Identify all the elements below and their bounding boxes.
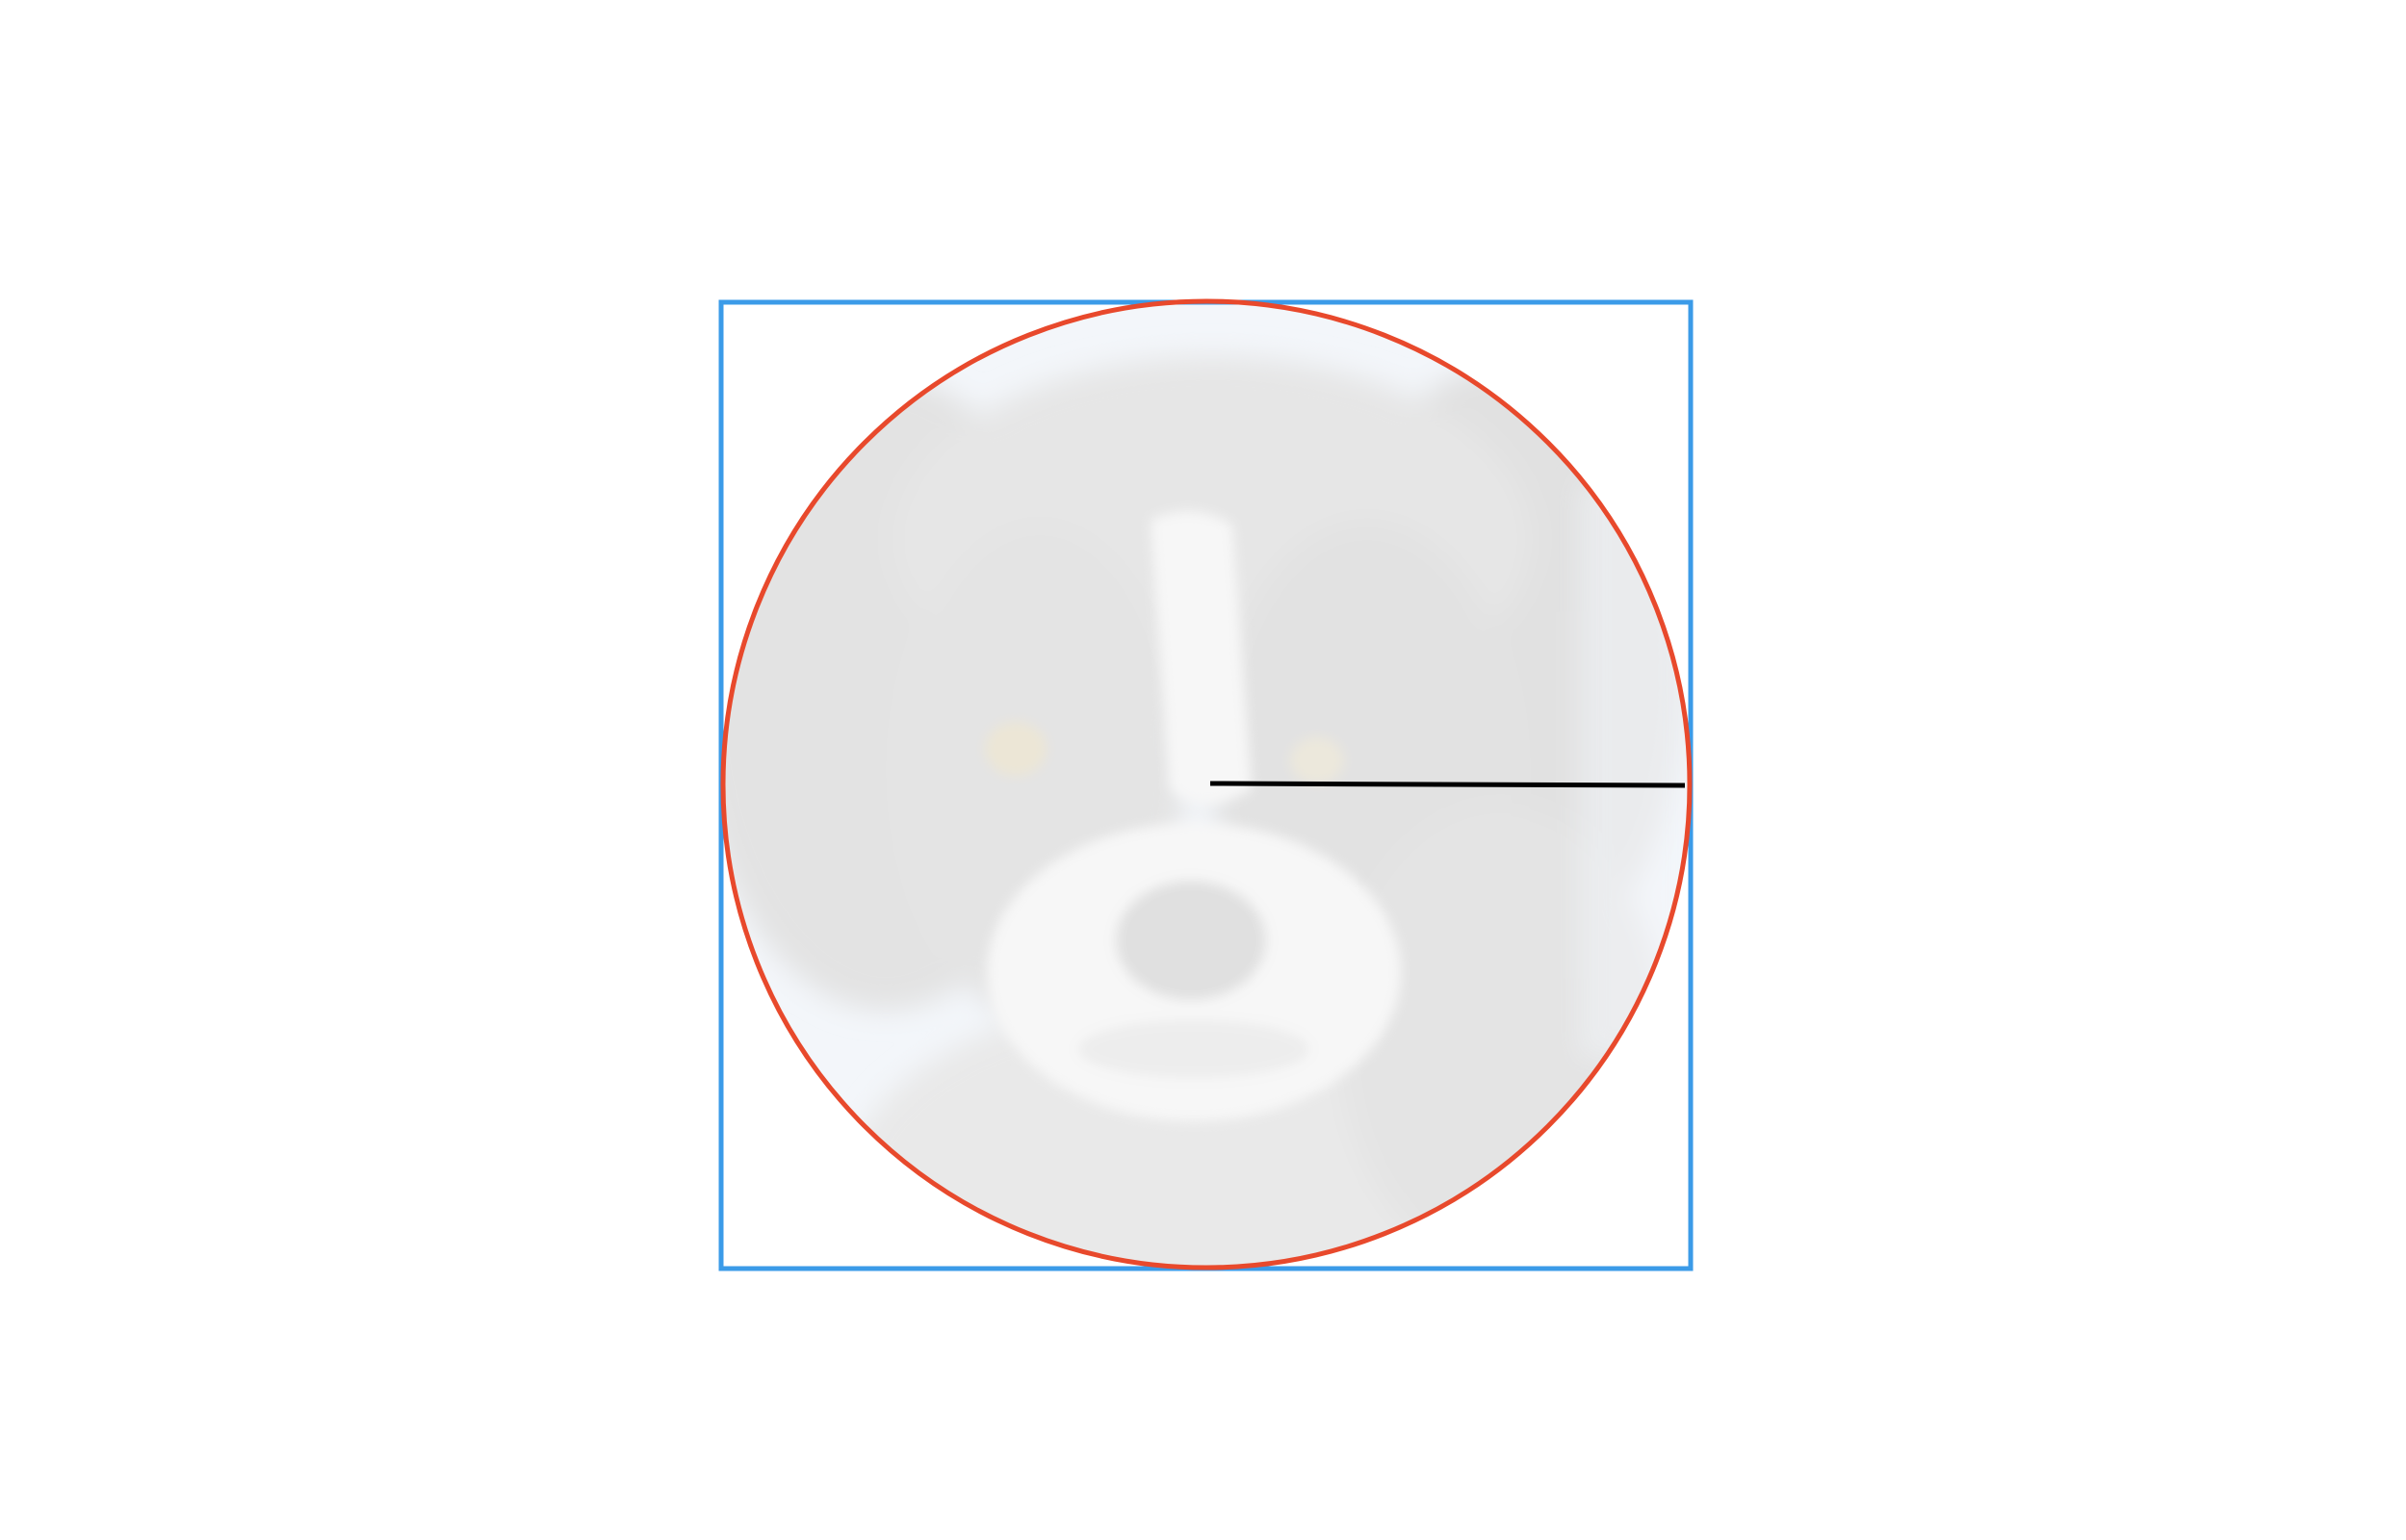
dog-photo: [723, 301, 1690, 1268]
dog-eye-left: [985, 722, 1047, 776]
radius-line: [1209, 781, 1686, 788]
circle-outline: [720, 298, 1693, 1270]
dog-eye-right: [1290, 737, 1344, 783]
dog-face-markings: [985, 511, 1401, 1121]
dog-nose: [1116, 881, 1266, 1000]
